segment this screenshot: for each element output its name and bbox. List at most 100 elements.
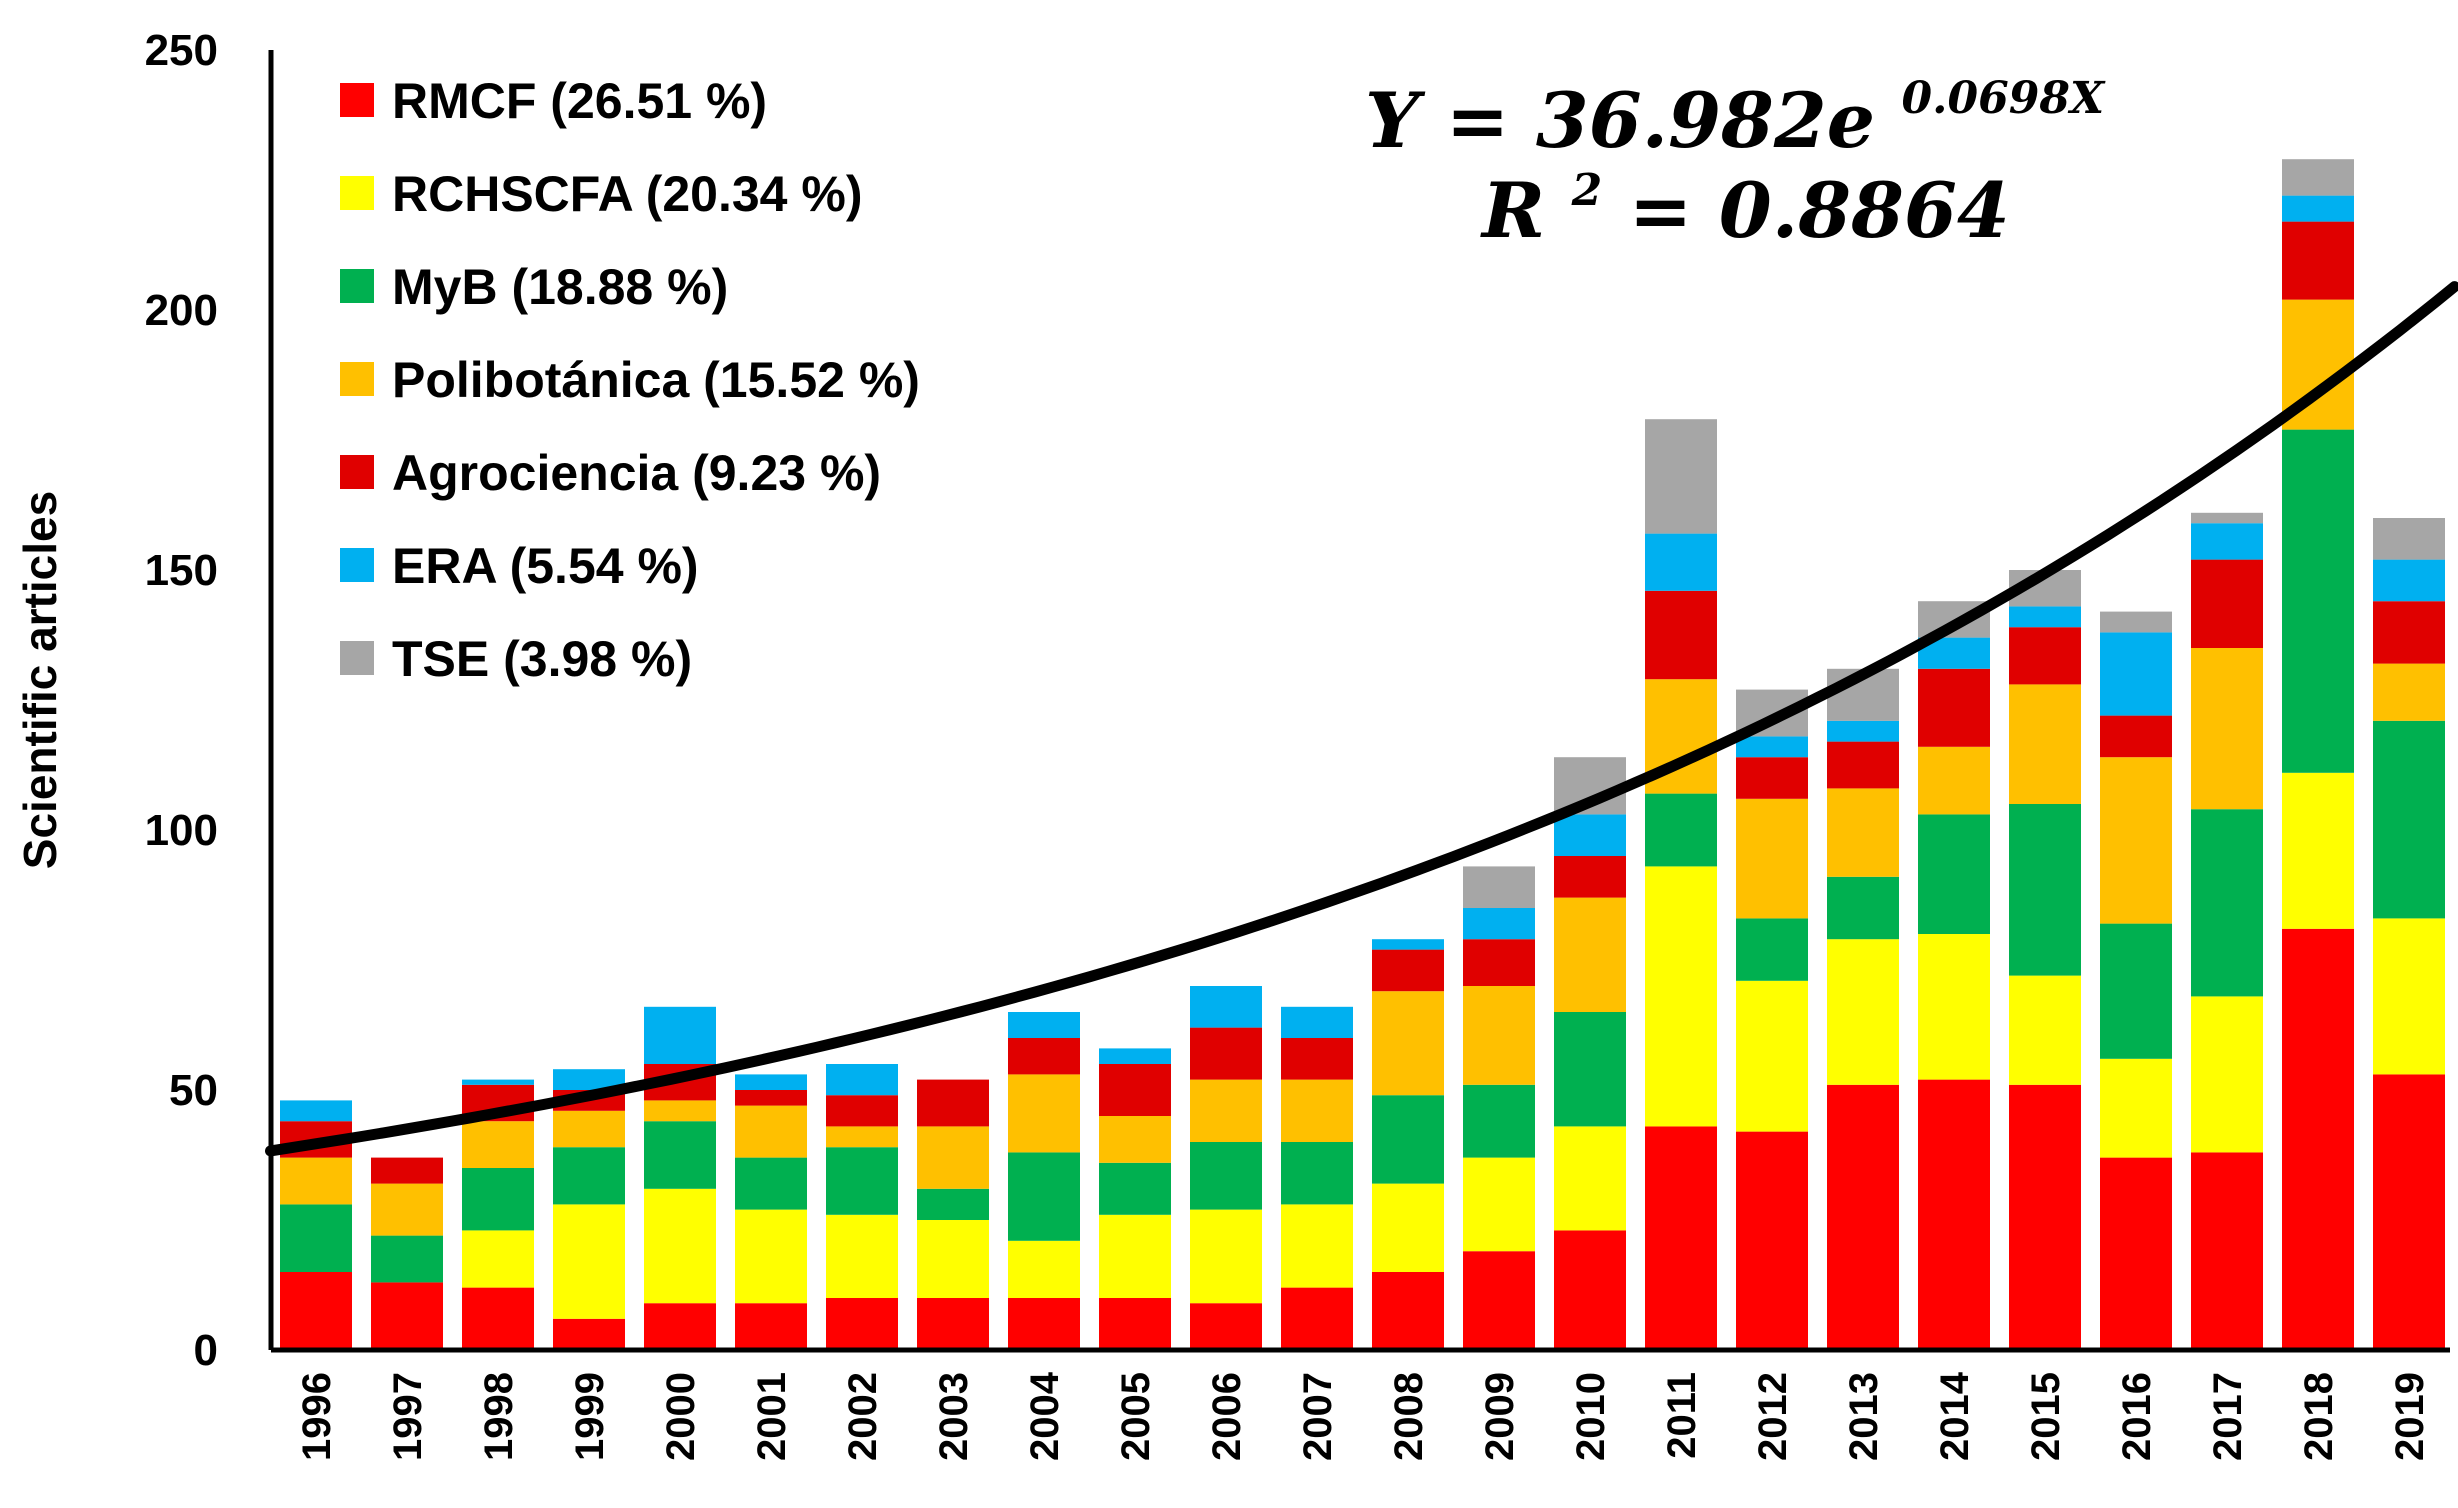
bar-segment-myb-2009	[1463, 1084, 1535, 1158]
bar-segment-era-2002	[826, 1064, 898, 1096]
bar-segment-polibot-nica-2003	[917, 1126, 989, 1189]
bar-segment-polibot-nica-2000	[644, 1100, 716, 1122]
bar-segment-rmcf-2003	[917, 1298, 989, 1350]
y-tick-label: 150	[145, 546, 218, 595]
bar-segment-rchscfa-2006	[1190, 1209, 1262, 1304]
bar-segment-era-2005	[1099, 1048, 1171, 1064]
x-tick-label: 2014	[1933, 1371, 1977, 1461]
y-axis-label: Scientific articles	[14, 491, 66, 869]
bar-segment-rmcf-1999	[553, 1318, 625, 1350]
bar-segment-agrociencia-2017	[2191, 559, 2263, 648]
bar-segment-era-2013	[1827, 720, 1899, 742]
bar-segment-myb-2012	[1736, 918, 1808, 981]
x-tick-label: 2016	[2115, 1372, 2159, 1461]
bar-segment-agrociencia-2009	[1463, 939, 1535, 986]
bar-segment-era-2007	[1281, 1006, 1353, 1038]
legend-label: TSE (3.98 %)	[392, 631, 692, 687]
bar-segment-myb-1998	[462, 1168, 534, 1231]
bar-segment-polibot-nica-1997	[371, 1183, 443, 1236]
x-tick-label: 2005	[1114, 1372, 1158, 1461]
bar-segment-rmcf-2019	[2373, 1074, 2445, 1350]
bar-segment-agrociencia-2005	[1099, 1064, 1171, 1116]
bar-segment-rmcf-1997	[371, 1282, 443, 1350]
bar-segment-myb-2000	[644, 1121, 716, 1189]
x-tick-label: 1999	[568, 1372, 612, 1461]
bar-segment-polibot-nica-2016	[2100, 757, 2172, 924]
bar-segment-tse-2017	[2191, 512, 2263, 524]
bar-segment-era-2011	[1645, 533, 1717, 591]
equation-text: Y = 36.982e	[1365, 76, 1875, 165]
x-tick-label: 2018	[2297, 1372, 2341, 1461]
bar-segment-polibot-nica-2014	[1918, 746, 1990, 815]
svg-text:Y = 36.982e 0.0698X: Y = 36.982e 0.0698X	[1365, 73, 2106, 165]
bar-segment-era-2012	[1736, 736, 1808, 758]
bar-segment-rchscfa-2005	[1099, 1214, 1171, 1298]
bar-segment-era-2018	[2282, 195, 2354, 222]
bar-segment-polibot-nica-2010	[1554, 897, 1626, 1012]
bar-segment-rmcf-2000	[644, 1303, 716, 1350]
bar-segment-rchscfa-2012	[1736, 980, 1808, 1132]
bar-segment-polibot-nica-2013	[1827, 788, 1899, 877]
bar-segment-myb-2001	[735, 1157, 807, 1210]
bar-segment-polibot-nica-2017	[2191, 648, 2263, 810]
x-tick-label: 2017	[2206, 1372, 2250, 1461]
legend-label: ERA (5.54 %)	[392, 538, 699, 594]
bar-segment-polibot-nica-2004	[1008, 1074, 1080, 1153]
bar-segment-myb-2013	[1827, 876, 1899, 940]
bar-segment-tse-2011	[1645, 419, 1717, 534]
bar-segment-rchscfa-2016	[2100, 1058, 2172, 1158]
x-tick-label: 1996	[295, 1372, 339, 1461]
x-tick-label: 2007	[1296, 1372, 1340, 1461]
y-tick-label: 100	[145, 806, 218, 855]
bar-segment-myb-2003	[917, 1188, 989, 1220]
bar-segment-era-1998	[462, 1079, 534, 1085]
bar-segment-rmcf-2004	[1008, 1298, 1080, 1350]
svg-text:R 2 = 0.8864: R 2 = 0.8864	[1480, 134, 2010, 255]
bar-segment-rchscfa-2014	[1918, 934, 1990, 1080]
bar-segment-myb-1996	[280, 1204, 352, 1272]
y-tick-label: 200	[145, 286, 218, 335]
bar-segment-era-2009	[1463, 908, 1535, 940]
bar-segment-rmcf-2017	[2191, 1152, 2263, 1350]
x-tick-label: 2013	[1842, 1372, 1886, 1461]
bar-segment-rchscfa-2008	[1372, 1183, 1444, 1272]
bar-segment-polibot-nica-2001	[735, 1105, 807, 1158]
bar-segment-agrociencia-2018	[2282, 221, 2354, 300]
bar-segment-polibot-nica-2019	[2373, 663, 2445, 721]
bar-segment-agrociencia-2006	[1190, 1027, 1262, 1080]
bar-segment-rmcf-2005	[1099, 1298, 1171, 1350]
bar-segment-rchscfa-2017	[2191, 996, 2263, 1153]
bar-segment-myb-2008	[1372, 1095, 1444, 1184]
bar-segment-polibot-nica-1999	[553, 1110, 625, 1148]
bar-segment-rmcf-2014	[1918, 1079, 1990, 1350]
exponential-trendline	[265, 281, 2458, 1157]
legend-swatch-rchscfa	[340, 176, 374, 210]
bar-segment-era-2001	[735, 1074, 807, 1090]
bar-segment-polibot-nica-1998	[462, 1121, 534, 1168]
bar-segment-myb-2011	[1645, 793, 1717, 867]
x-tick-label: 2010	[1569, 1372, 1613, 1461]
bar-segment-polibot-nica-1996	[280, 1157, 352, 1205]
bar-segment-agrociencia-2016	[2100, 715, 2172, 758]
r-squared-label: R	[1480, 166, 1545, 255]
bar-segment-myb-2019	[2373, 720, 2445, 919]
bar-segment-polibot-nica-2005	[1099, 1116, 1171, 1163]
bar-segment-era-2015	[2009, 606, 2081, 628]
bar-segment-era-2019	[2373, 559, 2445, 602]
y-ticks-layer: 0 50 100 150 200 250	[145, 26, 218, 1375]
bar-segment-myb-2005	[1099, 1162, 1171, 1215]
bar-segment-rmcf-2009	[1463, 1251, 1535, 1350]
y-tick-label: 50	[169, 1066, 218, 1115]
bar-segment-agrociencia-2015	[2009, 627, 2081, 685]
bar-segment-polibot-nica-2012	[1736, 798, 1808, 919]
bar-segment-agrociencia-2011	[1645, 590, 1717, 680]
bar-segment-tse-2009	[1463, 866, 1535, 908]
bar-segment-rchscfa-2004	[1008, 1240, 1080, 1298]
bar-segment-rchscfa-1998	[462, 1230, 534, 1288]
x-tick-label: 2002	[841, 1372, 885, 1461]
x-ticks-layer: 1996 1997 1998 1999 2000 2001 2002 2003 2004 2005…	[295, 1371, 2432, 1461]
bar-segment-rmcf-2006	[1190, 1303, 1262, 1350]
bar-segment-tse-2018	[2282, 159, 2354, 196]
x-tick-label: 2003	[932, 1372, 976, 1461]
x-tick-label: 2011	[1660, 1372, 1704, 1459]
